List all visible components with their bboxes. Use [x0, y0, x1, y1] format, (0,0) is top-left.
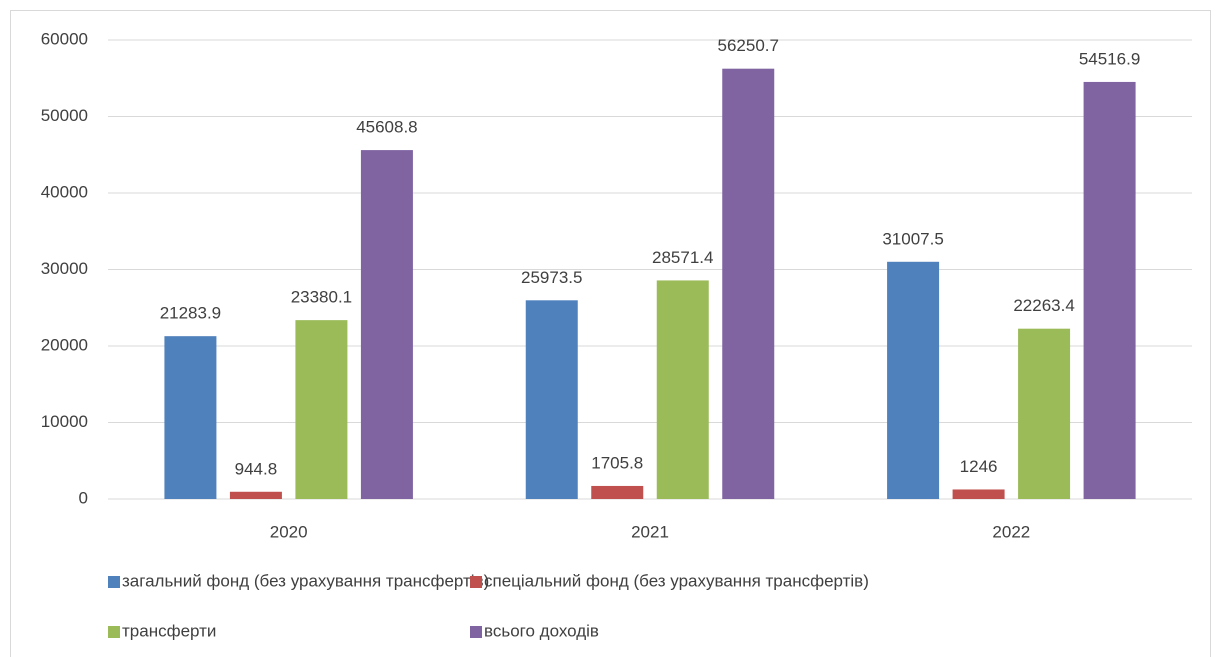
bar — [164, 336, 217, 499]
data-label: 56250.7 — [718, 36, 779, 55]
data-label: 28571.4 — [652, 248, 713, 267]
legend-swatch — [470, 626, 482, 638]
data-label: 1705.8 — [591, 453, 643, 472]
bar — [1018, 328, 1071, 499]
data-label: 31007.5 — [882, 229, 943, 248]
x-tick-label: 2020 — [270, 522, 308, 541]
legend-swatch — [470, 576, 482, 588]
bar — [295, 320, 348, 499]
legend-label: трансферти — [122, 621, 216, 640]
bar — [722, 68, 775, 500]
y-tick-label: 30000 — [41, 259, 88, 278]
legend-swatch — [108, 576, 120, 588]
y-tick-label: 40000 — [41, 182, 88, 201]
data-label: 22263.4 — [1013, 296, 1074, 315]
x-tick-label: 2022 — [992, 522, 1030, 541]
bar — [656, 280, 709, 499]
data-label: 21283.9 — [160, 304, 221, 323]
y-tick-label: 20000 — [41, 335, 88, 354]
bar — [360, 150, 413, 499]
data-label: 23380.1 — [291, 288, 352, 307]
y-tick-label: 60000 — [41, 29, 88, 48]
legend-label: всього доходів — [484, 621, 599, 640]
data-label: 45608.8 — [356, 118, 417, 137]
y-tick-label: 10000 — [41, 412, 88, 431]
chart-frame — [10, 10, 1211, 657]
bar — [1083, 81, 1136, 500]
legend-label: спеціальний фонд (без урахування трансфе… — [484, 571, 869, 590]
data-label: 1246 — [960, 457, 998, 476]
x-tick-label: 2021 — [631, 522, 669, 541]
legend-swatch — [108, 626, 120, 638]
bar — [591, 485, 644, 499]
bar — [229, 491, 282, 499]
y-tick-label: 50000 — [41, 106, 88, 125]
legend-label: загальний фонд (без урахування трансферт… — [122, 571, 489, 590]
bar — [887, 261, 940, 499]
bar — [525, 300, 578, 499]
bar — [952, 489, 1005, 499]
data-label: 944.8 — [235, 459, 278, 478]
data-label: 54516.9 — [1079, 49, 1140, 68]
data-label: 25973.5 — [521, 268, 582, 287]
y-tick-label: 0 — [79, 488, 88, 507]
